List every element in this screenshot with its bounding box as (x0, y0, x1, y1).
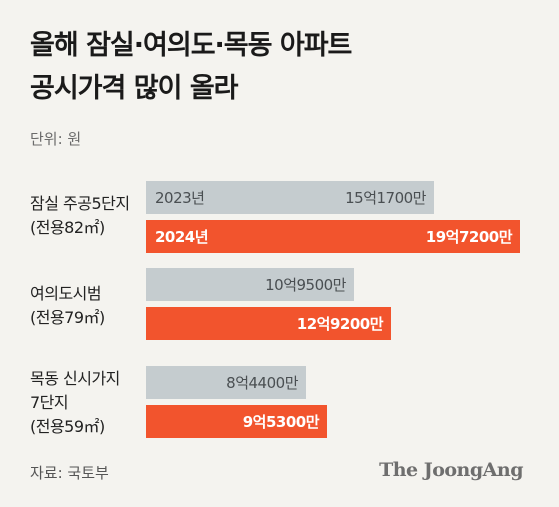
category-label: 잠실 주공5단지 (전용82㎡) (30, 192, 130, 240)
bar-value-label: 19억7200만 (425, 228, 513, 246)
bar-value-label: 10억9500만 (265, 276, 346, 294)
bar-2024: 2024년 19억7200만 (146, 220, 520, 253)
chart-title: 올해 잠실·여의도·목동 아파트 공시가격 많이 올라 (30, 24, 530, 110)
bar-2023: 2023년 15억1700만 (146, 181, 434, 214)
bar-2023: 8억4400만 (146, 366, 306, 399)
category-label-line: (전용82㎡) (30, 218, 105, 237)
series-label: 2024년 (155, 228, 209, 246)
chart-title-line-2: 공시가격 많이 올라 (30, 73, 239, 104)
bar-value-label: 12억9200만 (296, 315, 384, 333)
series-label: 2023년 (155, 189, 205, 207)
joongang-logo: The JoongAng (379, 459, 523, 481)
category-label-line: 여의도시범 (30, 284, 102, 303)
category-label-line: 7단지 (30, 393, 69, 412)
bar-2024: 12억9200만 (146, 307, 391, 340)
bar-2023: 10억9500만 (146, 268, 354, 301)
category-label-line: 목동 신시가지 (30, 369, 120, 388)
category-label-line: (전용59㎡) (30, 417, 105, 436)
source-label: 자료: 국토부 (30, 464, 109, 482)
category-label: 여의도시범 (전용79㎡) (30, 282, 105, 330)
chart-title-line-1: 올해 잠실·여의도·목동 아파트 (30, 30, 352, 61)
bar-value-label: 9억5300만 (242, 413, 320, 431)
category-label-line: (전용79㎡) (30, 308, 105, 327)
bar-value-label: 8억4400만 (226, 374, 298, 392)
category-label: 목동 신시가지 7단지 (전용59㎡) (30, 367, 120, 439)
bar-2024: 9억5300만 (146, 405, 327, 438)
category-label-line: 잠실 주공5단지 (30, 194, 130, 213)
bar-value-label: 15억1700만 (345, 189, 426, 207)
unit-label: 단위: 원 (30, 130, 82, 148)
